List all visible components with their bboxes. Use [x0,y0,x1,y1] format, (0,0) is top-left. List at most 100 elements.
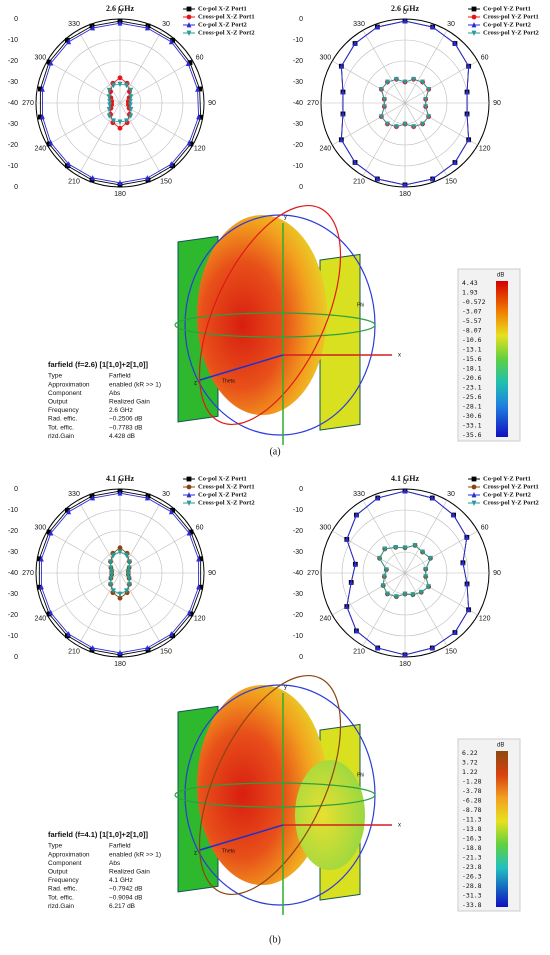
grid-spoke [119,102,193,146]
legend-label: Cross-pol Y-Z Port2 [483,499,539,506]
marker [117,649,123,656]
farfield-title: farfield (f=4.1) [1[1,0]+2[1,0]] [48,830,149,839]
grid-spoke [332,572,406,616]
legend-label: Co-pol Y-Z Port2 [483,491,531,498]
marker [124,552,129,559]
theta-tick-label: 0 [403,479,407,486]
r-tick-label: 0 [14,486,18,493]
marker [460,559,466,566]
theta-tick-label: 30 [162,21,170,28]
marker [344,536,350,542]
farfield-value: Farfield [109,373,131,380]
r-tick-label: -10 [293,37,303,44]
colorbar-tick-label: -35.6 [462,431,482,439]
marker [168,631,174,637]
marker [126,565,132,571]
colorbar-tick-label: -26.3 [462,873,482,881]
grid-spoke [47,530,121,574]
legend-label: Co-pol X-Z Port2 [198,491,247,498]
theta-tick-label: 330 [68,21,80,28]
farfield-key: Type [48,373,62,380]
theta-tick-label: 90 [493,570,501,577]
marker [374,175,380,182]
colorbar-tick-label: -28.1 [462,403,482,411]
theta-tick-label: 330 [68,491,80,498]
marker [198,556,204,562]
marker [128,113,134,119]
marker [48,139,54,146]
farfield-key: Component [48,860,82,867]
marker [354,512,359,518]
marker [186,476,192,482]
grid-spoke [404,102,448,176]
chart-title: 4.1 GHz [391,474,419,483]
r-tick-label: -20 [8,528,18,535]
theta-tick-label: 210 [68,649,80,656]
farfield-key: Output [48,869,68,876]
marker [464,580,470,587]
farfield-title: farfield (f=2.6) [1[1,0]+2[1,0]] [48,360,149,369]
marker [168,161,174,167]
marker [107,102,113,108]
marker [464,89,470,95]
marker [352,561,358,567]
marker [125,569,131,575]
marker [411,124,417,130]
marker [402,651,408,658]
marker [418,589,424,596]
theta-tick-label: 150 [160,179,172,186]
theta-tick-label: 90 [493,100,501,107]
grid-spoke [119,572,163,646]
pattern-lobe [197,685,327,885]
marker [186,500,192,506]
marker [393,594,399,600]
grid-spoke [404,572,448,646]
colorbar-tick-label: -16.3 [462,835,482,843]
marker [170,37,176,43]
marker [186,139,192,146]
marker [117,179,123,186]
theta-tick-label: 60 [481,54,489,61]
grid-spoke [119,102,163,176]
pattern-ring [174,312,376,338]
colorbar-tick-label: -25.6 [462,393,482,401]
grid-spoke [47,572,121,616]
r-tick-label: -20 [8,612,18,619]
marker [471,484,477,490]
grid-spoke [362,30,406,104]
marker [402,79,408,85]
marker [107,98,113,105]
r-tick-label: -30 [8,591,18,598]
marker [186,14,192,20]
marker [124,82,129,89]
marker [383,567,389,573]
theta-tick-label: 240 [319,145,331,152]
marker [108,559,113,565]
r-tick-label: -10 [293,507,303,514]
theta-tick-label: 30 [447,21,455,28]
marker [117,125,123,131]
grid-spoke [404,500,448,574]
colorbar [496,281,508,437]
theta-tick-label: 270 [22,100,34,107]
theta-tick-label: 240 [34,615,46,622]
marker [340,110,346,117]
colorbar-tick-label: -5.57 [462,317,482,325]
antenna-board [319,253,361,431]
farfield-value: 2.6 GHz [109,407,133,414]
theta-tick-label: 300 [319,524,331,531]
colorbar-tick-label: -13.1 [462,346,482,354]
marker [89,493,95,499]
farfield-value: −0.2506 dB [109,416,142,423]
farfield-render: y x z Phi Theta [174,204,401,445]
grid-spoke [332,102,406,146]
marker [429,644,435,651]
marker [144,495,150,501]
theta-tick-label: 60 [196,54,204,61]
theta-tick-label: 30 [447,491,455,498]
marker [64,507,70,513]
theta-tick-label: 180 [399,191,411,198]
marker [198,584,204,590]
marker [188,529,194,535]
marker [106,113,112,119]
